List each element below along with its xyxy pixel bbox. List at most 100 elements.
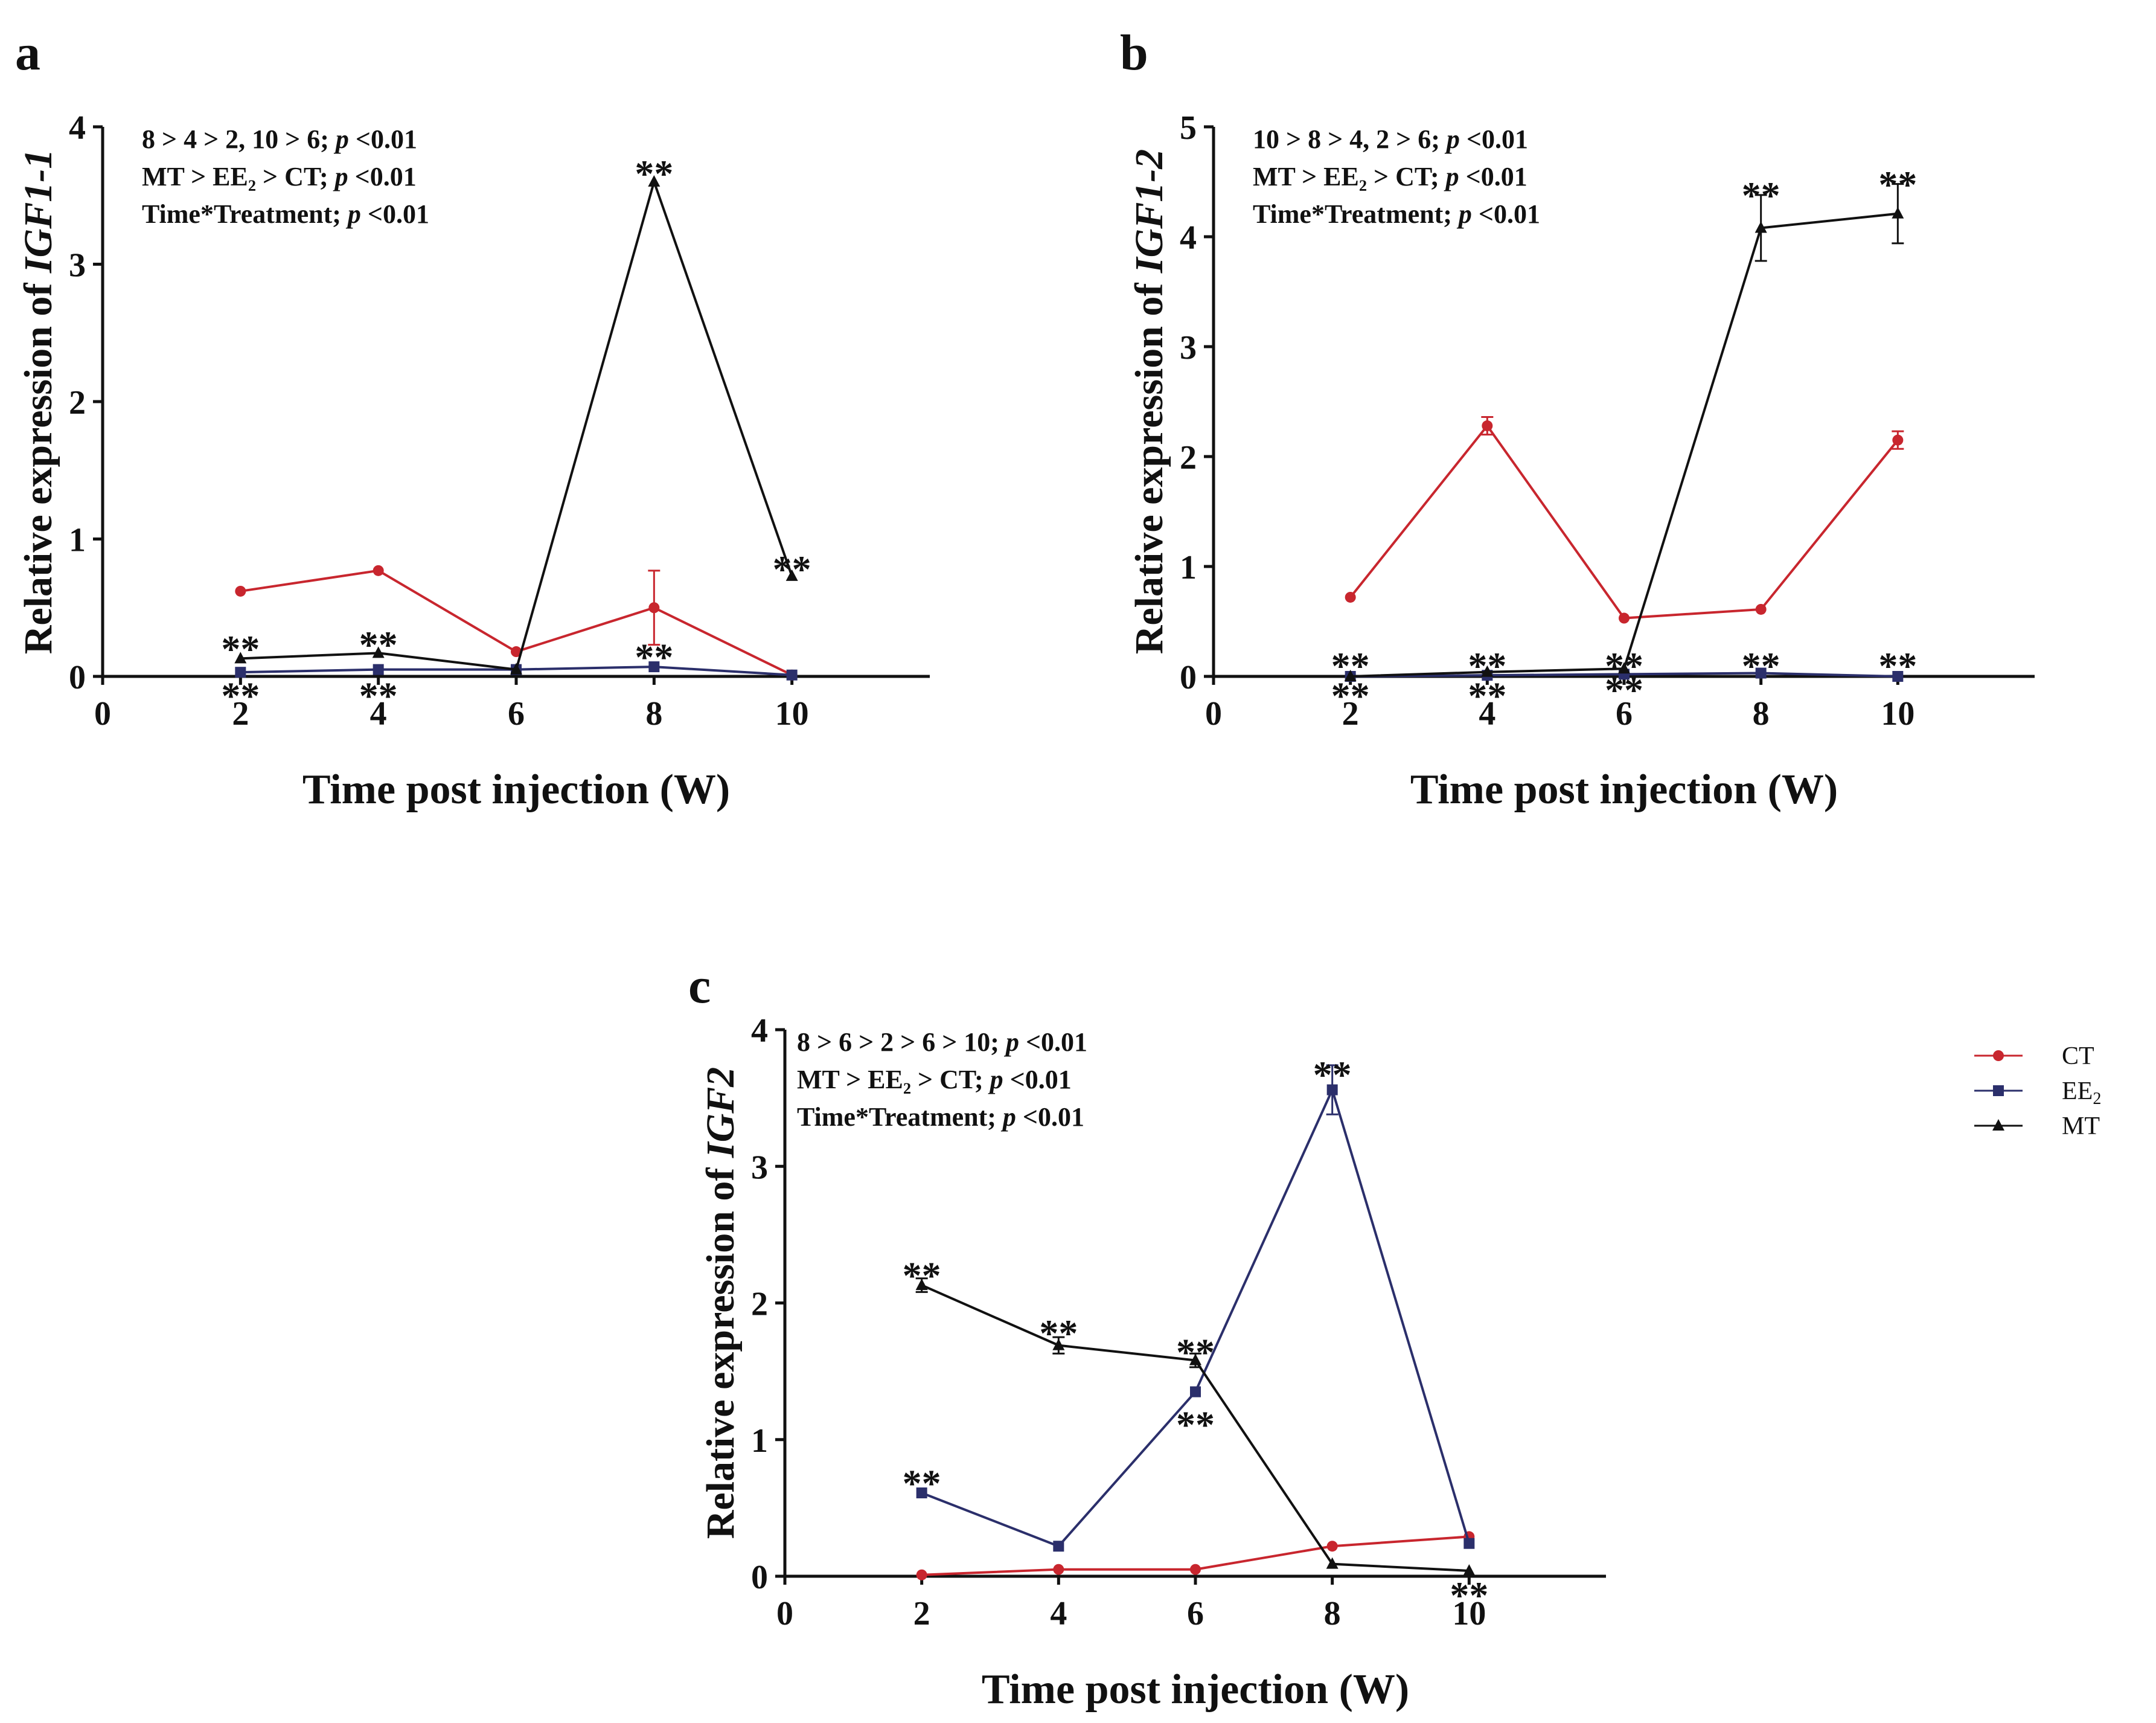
y-axis-label-text: Relative expression of (699, 1158, 743, 1539)
data-point-ee2 (1326, 1084, 1338, 1096)
significance-mark: ** (1331, 644, 1370, 687)
significance-mark: ** (903, 1254, 941, 1297)
data-point-mt (1463, 1564, 1476, 1576)
y-axis-label-text: Relative expression of (1127, 273, 1171, 654)
stats-text: Time*Treatment; (142, 199, 348, 229)
x-tick-label: 2 (913, 1595, 930, 1632)
y-axis-label-text: Relative expression of (16, 273, 60, 654)
data-point-ee2 (1190, 1386, 1201, 1397)
stats-text: 8 > 6 > 2 > 6 > 10; (797, 1027, 1006, 1057)
data-point-ct (1190, 1564, 1201, 1575)
stats-tail: <0.01 (1460, 124, 1528, 154)
series-line-ct (240, 569, 793, 676)
legend-label-text: EE (2062, 1077, 2093, 1105)
data-point-ct (648, 602, 660, 614)
significance-mark: ** (635, 636, 673, 679)
x-axis-label: Time post injection (W) (1410, 766, 1838, 813)
data-point-ct (511, 646, 522, 658)
legend-label-ee2: EE2 (2062, 1077, 2101, 1108)
stats-p: p (1456, 199, 1472, 229)
data-point-ct (1755, 603, 1767, 615)
stats-line: 10 > 8 > 4, 2 > 6; p <0.01 (1253, 124, 1528, 154)
x-tick-label: 10 (1881, 695, 1914, 733)
data-point-mt (1344, 670, 1357, 681)
y-tick-label: 2 (69, 384, 86, 422)
data-point-ct (373, 565, 384, 576)
y-tick-label: 0 (1180, 659, 1197, 696)
significance-mark: ** (359, 674, 398, 717)
significance-mark: ** (1468, 674, 1506, 717)
data-point-mt (372, 646, 385, 658)
x-tick-label: 4 (1050, 1595, 1067, 1632)
series-line-ct (1349, 423, 1899, 620)
stats-line: Time*Treatment; p <0.01 (797, 1102, 1084, 1132)
stats-text: MT > EE₂ > CT; (797, 1065, 990, 1094)
stats-tail: <0.01 (1019, 1027, 1087, 1057)
data-point-ct (235, 585, 246, 597)
x-tick-label: 6 (1616, 695, 1633, 733)
significance-mark: ** (1878, 163, 1917, 206)
stats-line: MT > EE₂ > CT; p <0.01 (142, 162, 417, 191)
data-point-mt (234, 652, 247, 664)
data-point-ct (1053, 1564, 1064, 1575)
y-tick-label: 1 (1180, 549, 1197, 586)
y-axis-label: Relative expression of IGF1-2 (1127, 149, 1171, 655)
stats-p: p (1444, 124, 1460, 154)
y-tick-label: 5 (1180, 109, 1197, 147)
stats-line: 8 > 6 > 2 > 6 > 10; p <0.01 (797, 1027, 1087, 1057)
data-point-ct (1482, 420, 1493, 432)
y-tick-label: 0 (69, 659, 86, 696)
stats-text: 10 > 8 > 4, 2 > 6; (1253, 124, 1447, 154)
stats-tail: <0.01 (1459, 162, 1527, 191)
y-tick-label: 4 (69, 109, 86, 147)
significance-mark: ** (1742, 174, 1780, 217)
x-tick-label: 4 (1479, 695, 1495, 733)
x-tick-label: 10 (775, 695, 809, 733)
data-point-ct (1892, 434, 1904, 446)
data-point-ct (1326, 1541, 1338, 1552)
y-axis-label: Relative expression of IGF2 (699, 1067, 743, 1539)
legend-marker-ee2 (1993, 1085, 2004, 1096)
x-axis-label: Time post injection (W) (302, 766, 730, 813)
panel-label: b (1120, 25, 1148, 81)
legend-label-text: MT (2062, 1112, 2100, 1140)
data-point-ct (916, 1569, 927, 1580)
y-tick-label: 3 (69, 247, 86, 284)
x-tick-label: 6 (1187, 1595, 1204, 1632)
panel-a: a 0 1 2 3 4 0 2 4 6 8 10 Time post injection (W) Rela… (15, 25, 930, 813)
panel-c: c 0 1 2 3 4 0 2 4 6 8 10 Time post injection (W) Rela… (688, 958, 1606, 1713)
legend-marker-mt (1992, 1119, 2004, 1131)
x-tick-label: 10 (1452, 1595, 1486, 1632)
stats-p: p (333, 162, 348, 191)
stats-tail: <0.01 (348, 162, 417, 191)
significance-mark: ** (1039, 1312, 1078, 1355)
significance-mark: ** (1878, 644, 1917, 687)
stats-p: p (345, 199, 361, 229)
significance-mark: ** (635, 152, 673, 195)
data-point-ct (1345, 591, 1356, 603)
y-axis-label-gene: IGF2 (699, 1067, 743, 1158)
x-tick-label: 4 (370, 695, 387, 733)
legend-label-text: CT (2062, 1042, 2094, 1070)
data-point-ee2 (648, 661, 660, 673)
x-axis-label: Time post injection (W) (982, 1666, 1409, 1713)
data-point-mt (1481, 665, 1494, 677)
significance-mark: ** (1450, 1574, 1488, 1617)
significance-mark: ** (1605, 644, 1643, 687)
stats-p: p (1444, 162, 1459, 191)
data-point-ee2 (1892, 671, 1904, 682)
x-tick-label: 0 (776, 1595, 793, 1632)
y-tick-label: 3 (1180, 329, 1197, 367)
stats-p: p (988, 1065, 1003, 1094)
data-point-mt (1326, 1557, 1339, 1569)
x-tick-label: 2 (1342, 695, 1359, 733)
data-point-mt (1892, 207, 1904, 219)
panel-b: b 0 1 2 3 4 5 0 2 4 6 8 10 Time post injection (W) Rel… (1120, 25, 2035, 813)
y-tick-label: 4 (1180, 219, 1197, 257)
stats-tail: <0.01 (1472, 199, 1540, 229)
data-point-mt (915, 1279, 928, 1291)
x-tick-label: 8 (1324, 1595, 1341, 1632)
stats-text: Time*Treatment; (1253, 199, 1459, 229)
data-point-mt (1052, 1338, 1065, 1350)
